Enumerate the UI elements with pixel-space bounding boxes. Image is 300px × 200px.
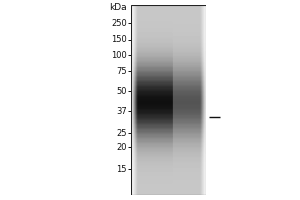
- Text: 75: 75: [116, 66, 127, 75]
- Text: 100: 100: [111, 50, 127, 60]
- Text: 50: 50: [116, 87, 127, 96]
- Text: kDa: kDa: [109, 3, 127, 12]
- Text: 250: 250: [111, 19, 127, 27]
- Text: 15: 15: [116, 164, 127, 173]
- Text: 37: 37: [116, 107, 127, 116]
- Text: 150: 150: [111, 36, 127, 45]
- Text: 25: 25: [116, 129, 127, 138]
- Text: 20: 20: [116, 142, 127, 152]
